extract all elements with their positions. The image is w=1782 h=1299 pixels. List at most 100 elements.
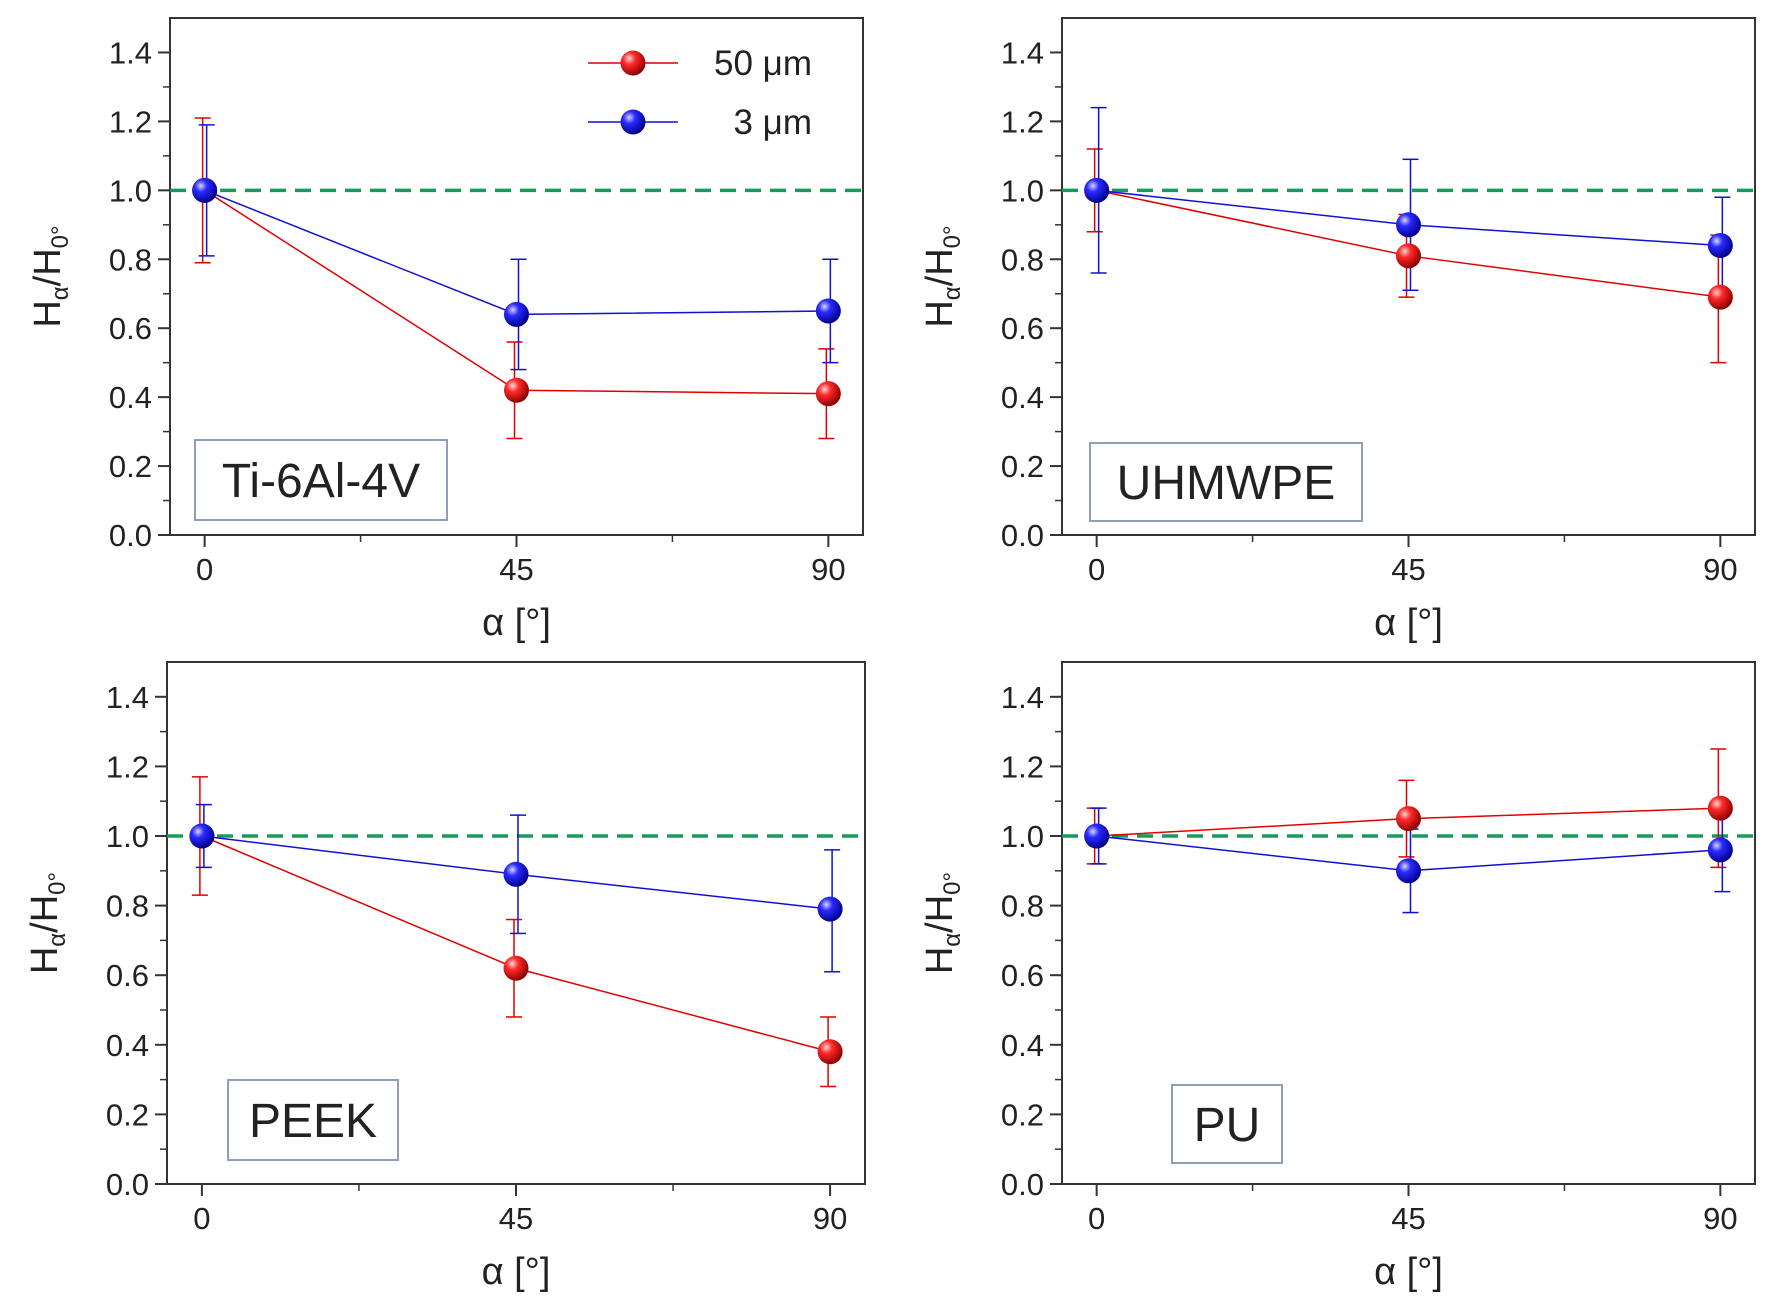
data-point-50um — [817, 1039, 843, 1065]
x-tick-label: 0 — [193, 1201, 210, 1236]
panel-label: PU — [1194, 1099, 1261, 1152]
y-axis-title-sub-alpha: α — [44, 933, 71, 947]
y-tick-label: 1.0 — [1001, 819, 1044, 854]
data-point-3um — [503, 861, 529, 887]
y-axis-title-mid: /H — [919, 895, 961, 933]
y-tick-label: 0.2 — [1001, 449, 1044, 484]
panels-layer: 0.00.20.40.60.81.01.21.40 45 90α [°]Hα/H0°… — [24, 17, 1756, 1293]
y-tick-label: 1.4 — [1001, 680, 1044, 715]
x-tick-label: 90 — [813, 1201, 847, 1236]
data-point-3um — [1084, 177, 1110, 203]
y-tick-label: 0.4 — [106, 1028, 149, 1063]
y-axis-title: Hα/H0° — [27, 225, 74, 327]
panel-3: 0.0 0.2 0.4 0.6 0.8 1.0 1.2 1.4 0 45 90 α [°] Hα/H0°… — [24, 661, 866, 1293]
y-tick-label: 1.0 — [109, 173, 152, 208]
data-point-3um — [1707, 232, 1733, 258]
x-axis-title: α [°] — [1374, 1251, 1443, 1293]
y-tick-label: 0.6 — [1001, 958, 1044, 993]
y-tick-label: 1.0 — [1001, 173, 1044, 208]
panel-label-box — [194, 439, 448, 521]
panel-label: PEEK — [249, 1095, 377, 1148]
y-axis-title: Hα/H0° — [919, 872, 966, 974]
y-axis-title: Hα/H0° — [919, 225, 966, 327]
data-point-3um — [817, 896, 843, 922]
legend-label-50um: 50 μm — [714, 44, 812, 83]
panel-2: 0.0 0.2 0.4 0.6 0.8 1.0 1.2 1.4 0 45 90 α [°] Hα/H0°… — [919, 17, 1756, 644]
y-tick-label: 1.2 — [1001, 749, 1044, 784]
y-tick-label: 0.0 — [109, 518, 152, 553]
data-point-50um — [1707, 284, 1733, 310]
data-point-3um — [504, 301, 529, 327]
data-point-3um — [1707, 837, 1733, 863]
data-point-50um — [503, 955, 529, 981]
y-tick-label: 0.8 — [109, 242, 152, 277]
panel-label-box — [227, 1079, 399, 1161]
y-tick-label: 0.2 — [1001, 1097, 1044, 1132]
y-tick-label: 0.4 — [1001, 1028, 1044, 1063]
x-tick-label: 45 — [1391, 552, 1425, 587]
y-axis-title-sub-zero: 0° — [939, 225, 966, 248]
y-tick-label: 0.6 — [109, 311, 152, 346]
y-tick-label: 0.8 — [1001, 242, 1044, 277]
y-axis-title-sub-alpha: α — [47, 286, 74, 300]
y-tick-label: 0.8 — [106, 889, 149, 924]
y-tick-label: 1.0 — [106, 819, 149, 854]
data-point-50um — [1396, 806, 1421, 832]
y-tick-label: 0.2 — [106, 1097, 149, 1132]
y-tick-label: 1.2 — [1001, 104, 1044, 139]
y-tick-label: 1.4 — [1001, 35, 1044, 70]
y-tick-label: 0.0 — [1001, 518, 1044, 553]
y-axis-title-main: H — [24, 947, 66, 974]
y-axis-title-mid: /H — [24, 895, 66, 933]
x-tick-label: 90 — [1703, 552, 1737, 587]
data-point-3um — [189, 823, 215, 849]
y-axis-title-sub-alpha: α — [939, 933, 966, 947]
legend: 50 μm 3 μm — [588, 44, 812, 142]
data-point-50um — [504, 377, 529, 403]
y-axis-title-sub-zero: 0° — [44, 872, 71, 895]
y-tick-label: 0.6 — [1001, 311, 1044, 346]
y-tick-label: 0.6 — [106, 958, 149, 993]
data-point-50um — [1396, 243, 1421, 269]
y-tick-label: 0.2 — [109, 449, 152, 484]
y-axis-title-main: H — [919, 300, 961, 327]
y-tick-label: 0.0 — [106, 1167, 149, 1202]
legend-label-3um: 3 μm — [733, 103, 812, 142]
data-point-50um — [815, 381, 841, 407]
y-tick-label: 0.4 — [1001, 380, 1044, 415]
panel-4: 0.0 0.2 0.4 0.6 0.8 1.0 1.2 1.4 0 45 90 α [°] Hα/H0°… — [919, 661, 1756, 1293]
y-tick-label: 0.8 — [1001, 889, 1044, 924]
y-tick-label: 1.4 — [109, 35, 152, 70]
data-point-3um — [1396, 212, 1421, 238]
x-axis-title: α [°] — [1374, 602, 1443, 644]
panel-label-box — [1089, 442, 1363, 522]
legend-marker-3um — [620, 109, 646, 135]
series-line-3um — [204, 189, 829, 316]
x-tick-label: 45 — [1391, 1201, 1425, 1236]
data-point-3um — [192, 177, 218, 203]
data-point-3um — [1084, 823, 1110, 849]
y-axis-title-mid: /H — [27, 248, 69, 286]
panel-label: Ti-6Al-4V — [222, 455, 420, 508]
x-axis-title: α [°] — [482, 602, 551, 644]
y-axis-title-main: H — [27, 300, 69, 327]
legend-marker-50um — [620, 50, 646, 76]
y-axis-title-mid: /H — [919, 248, 961, 286]
panel-label: UHMWPE — [1117, 457, 1336, 510]
x-tick-label: 0 — [196, 552, 213, 587]
y-axis-title-main: H — [919, 947, 961, 974]
y-tick-label: 1.4 — [106, 680, 149, 715]
x-tick-label: 45 — [499, 552, 533, 587]
data-point-3um — [815, 298, 841, 324]
panel-label-box — [1171, 1084, 1283, 1164]
x-tick-label: 45 — [499, 1201, 533, 1236]
y-tick-label: 0.0 — [1001, 1167, 1044, 1202]
y-tick-label: 1.2 — [109, 104, 152, 139]
x-axis-title: α [°] — [482, 1251, 551, 1293]
series-line-50um — [204, 189, 829, 395]
y-axis-title: Hα/H0° — [24, 872, 71, 974]
x-tick-label: 0 — [1088, 1201, 1105, 1236]
data-point-3um — [1396, 858, 1421, 884]
y-tick-label: 0.4 — [109, 380, 152, 415]
